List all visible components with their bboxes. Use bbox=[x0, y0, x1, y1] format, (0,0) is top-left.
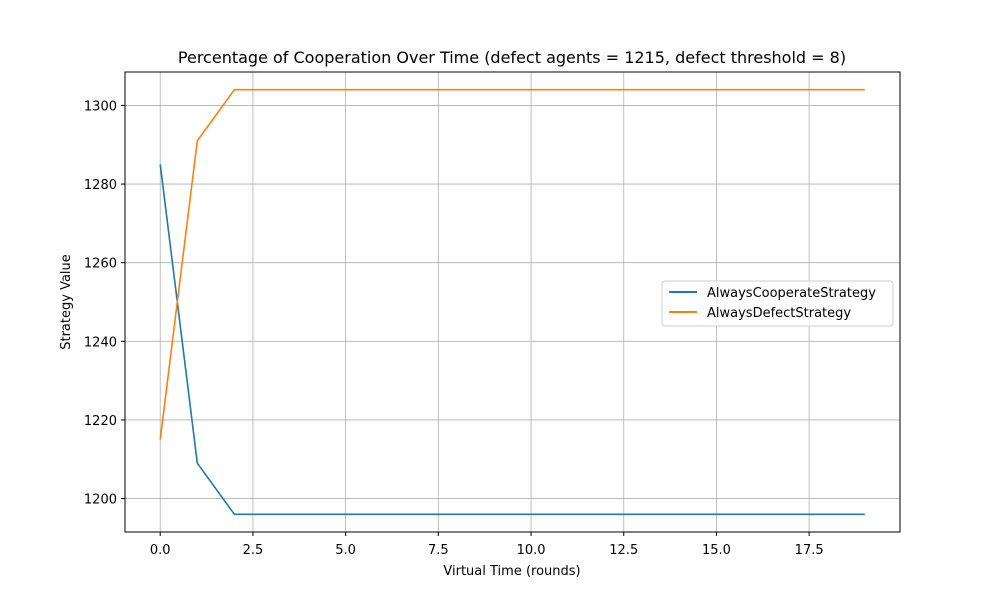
y-tick-label: 1280 bbox=[84, 178, 117, 193]
x-axis-label: Virtual Time (rounds) bbox=[443, 564, 580, 579]
x-tick-label: 10.0 bbox=[517, 543, 546, 558]
x-axis-ticks: 0.0 2.5 5.0 7.5 10.0 12.5 15.0 17.5 bbox=[150, 532, 824, 558]
grid-lines bbox=[125, 72, 900, 532]
y-tick-label: 1200 bbox=[84, 493, 117, 508]
legend: AlwaysCooperateStrategy AlwaysDefectStra… bbox=[661, 280, 894, 327]
legend-box bbox=[661, 280, 894, 327]
x-tick-label: 7.5 bbox=[428, 543, 449, 558]
y-axis-ticks: 1200 1220 1240 1260 1280 1300 bbox=[84, 99, 125, 508]
plot-frame bbox=[124, 71, 901, 533]
chart-title: Percentage of Cooperation Over Time (def… bbox=[178, 48, 846, 67]
y-axis-label: Strategy Value bbox=[59, 254, 74, 350]
y-tick-label: 1240 bbox=[84, 335, 117, 350]
x-tick-label: 12.5 bbox=[609, 543, 638, 558]
series-line-defect bbox=[159, 88, 865, 440]
y-tick-label: 1220 bbox=[84, 414, 117, 429]
x-tick-label: 15.0 bbox=[702, 543, 731, 558]
legend-label-defect: AlwaysDefectStrategy bbox=[707, 306, 851, 321]
x-tick-label: 2.5 bbox=[243, 543, 264, 558]
y-tick-label: 1260 bbox=[84, 257, 117, 272]
y-tick-label: 1300 bbox=[84, 99, 117, 114]
x-tick-label: 0.0 bbox=[150, 543, 171, 558]
x-tick-label: 17.5 bbox=[795, 543, 824, 558]
legend-label-cooperate: AlwaysCooperateStrategy bbox=[707, 286, 876, 301]
x-tick-label: 5.0 bbox=[335, 543, 356, 558]
series-line-cooperate bbox=[159, 164, 865, 516]
series-lines bbox=[159, 88, 865, 516]
